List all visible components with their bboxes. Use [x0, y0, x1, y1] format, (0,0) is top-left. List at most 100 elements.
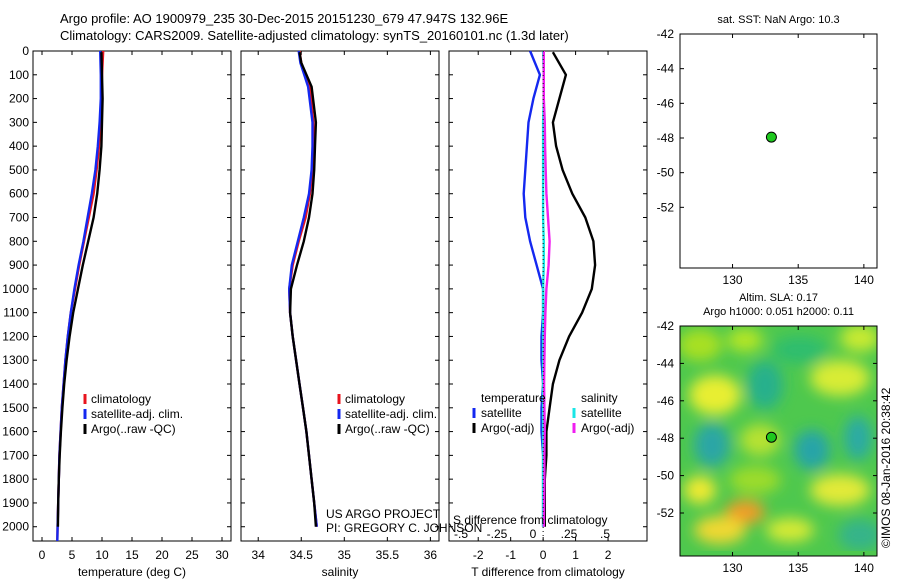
figure-title-line1: Argo profile: AO 1900979_235 30-Dec-2015…	[60, 11, 508, 26]
temperature-ytick-label: 600	[9, 187, 29, 201]
temperature-ytick-label: 0	[22, 44, 29, 58]
temperature-ytick-label: 1000	[2, 282, 29, 296]
sla-axes: -42 -44 -46 -48 -50 -52 130 135 140 Altim. SLA: 0…	[657, 292, 878, 575]
difference-xtick-label: -1	[505, 548, 516, 562]
difference-series-3	[542, 51, 551, 527]
difference-xtick-label: 2	[605, 548, 612, 562]
temperature-ytick-label: 700	[9, 211, 29, 225]
project-credit: US ARGO PROJECT	[326, 507, 441, 521]
difference-legend-label: satellite	[481, 406, 522, 420]
sst_map-ytick-label: -42	[657, 27, 675, 41]
difference-xlabel-top: S difference from climatology	[453, 513, 608, 527]
sla_map-subtitle: Argo h1000: 0.051 h2000: 0.11	[703, 306, 854, 318]
difference-xtick-label: 1	[572, 548, 579, 562]
sst_map-title: sat. SST: NaN Argo: 10.3	[717, 14, 839, 26]
temperature-xtick-label: 15	[125, 548, 139, 562]
sla_map-frame	[679, 325, 878, 557]
sla_map-ytick-label: -52	[657, 506, 675, 520]
salinity-series-1	[288, 50, 318, 527]
sst_map-frame	[679, 33, 878, 269]
difference-xtick-top-label: -.5	[454, 527, 468, 541]
temperature-ytick-label: 1600	[2, 425, 29, 439]
salinity-xtick-label: 35	[338, 548, 352, 562]
temperature-series-2	[56, 52, 104, 527]
difference-legend-label: Argo(-adj)	[481, 421, 534, 435]
sst_map-profile-point	[765, 131, 777, 143]
salinity-series-2	[288, 52, 318, 527]
difference-panel: -2 -1 0 1 2 T difference from climatology S di…	[448, 50, 648, 579]
salinity-xtick-label: 34.5	[290, 548, 314, 562]
temperature-ytick-label: 1200	[2, 329, 29, 343]
temperature-ytick-label: 800	[9, 234, 29, 248]
difference-series-1	[543, 51, 597, 527]
temperature-xtick-label: 10	[95, 548, 109, 562]
difference-xlabel: T difference from climatology	[471, 565, 625, 579]
sst_map-xtick-label: 135	[788, 273, 808, 287]
sla_map-ytick-label: -44	[657, 356, 675, 370]
difference-xtick-top-label: .5	[600, 527, 610, 541]
difference-xtick-top-label: 0	[530, 527, 537, 541]
temperature-ytick-label: 2000	[2, 520, 29, 534]
sst_map-xtick-label: 130	[723, 273, 743, 287]
sst_map-ytick-label: -46	[657, 96, 675, 110]
salinity-xtick-label: 34	[252, 548, 266, 562]
temperature-series-1	[56, 50, 102, 542]
difference-legend-label: Argo(-adj)	[581, 421, 634, 435]
difference-frame	[448, 50, 648, 542]
temperature-ytick-label: 1100	[3, 306, 29, 320]
sla_map-xtick-label: 135	[788, 561, 808, 575]
temperature-xlabel: temperature (deg C)	[78, 565, 186, 579]
temperature-xtick-label: 0	[39, 548, 46, 562]
temperature-frame	[32, 50, 232, 542]
sla_map-ytick-label: -42	[657, 319, 675, 333]
sla-map-panel: -42 -44 -46 -48 -50 -52 130 135 140 Altim. SLA: 0…	[657, 292, 878, 575]
temperature-ytick-label: 900	[9, 258, 29, 272]
temperature-ytick-label: 1900	[2, 496, 29, 510]
sla_map-ytick-label: -50	[657, 469, 675, 483]
temperature-ytick-label: 100	[9, 68, 29, 82]
temperature-panel: 0100200300400500600700800900100011001200…	[2, 44, 232, 579]
difference-legend-title: temperature	[481, 391, 546, 405]
sla_map-xtick-label: 130	[723, 561, 743, 575]
pi-credit: PI: GREGORY C. JOHNSON	[326, 521, 482, 535]
salinity-panel: 34 34.5 35 35.5 36 salinity climatologysatelli…	[240, 50, 440, 579]
temperature-ytick-label: 1500	[2, 401, 29, 415]
sla_map-ytick-label: -46	[657, 394, 675, 408]
sst_map-ytick-label: -50	[657, 166, 675, 180]
salinity-legend-label: climatology	[345, 392, 405, 406]
temperature-xtick-label: 5	[69, 548, 76, 562]
temperature-series-0	[56, 50, 105, 542]
difference-xtick-top-label: .25	[561, 527, 578, 541]
difference-legend-label: satellite	[581, 406, 622, 420]
sst_map-ytick-label: -48	[657, 131, 675, 145]
temperature-ytick-label: 1700	[2, 448, 29, 462]
temperature-ytick-label: 300	[9, 115, 29, 129]
temperature-ytick-label: 400	[9, 139, 29, 153]
temperature-ytick-label: 1300	[2, 353, 29, 367]
difference-xtick-label: 0	[540, 548, 547, 562]
sst_map-ytick-label: -52	[657, 200, 675, 214]
temperature-legend-label: climatology	[91, 392, 151, 406]
sla_map-ytick-label: -48	[657, 431, 675, 445]
temperature-ytick-label: 1400	[2, 377, 29, 391]
difference-series-0	[522, 50, 545, 527]
temperature-xtick-label: 30	[215, 548, 229, 562]
salinity-legend-label: Argo(..raw -QC)	[345, 422, 430, 436]
salinity-xtick-label: 36	[424, 548, 438, 562]
temperature-legend-label: satellite-adj. clim.	[91, 407, 183, 421]
salinity-frame	[240, 50, 440, 542]
temperature-ytick-label: 1800	[2, 472, 29, 486]
temperature-ytick-label: 200	[9, 92, 29, 106]
imos-stamp: ©IMOS 08-Jan-2016 20:38:42	[879, 387, 893, 548]
temperature-ytick-label: 500	[9, 163, 29, 177]
sla_map-xtick-label: 140	[854, 561, 874, 575]
salinity-legend-label: satellite-adj. clim.	[345, 407, 437, 421]
figure-title-line2: Climatology: CARS2009. Satellite-adjuste…	[60, 28, 569, 43]
difference-legend-title: salinity	[581, 391, 618, 405]
temperature-xtick-label: 25	[185, 548, 199, 562]
difference-xtick-label: -2	[473, 548, 484, 562]
difference-xtick-top-label: -.25	[487, 527, 508, 541]
sla-heatmap	[680, 326, 877, 556]
sst_map-ytick-label: -44	[657, 62, 675, 76]
